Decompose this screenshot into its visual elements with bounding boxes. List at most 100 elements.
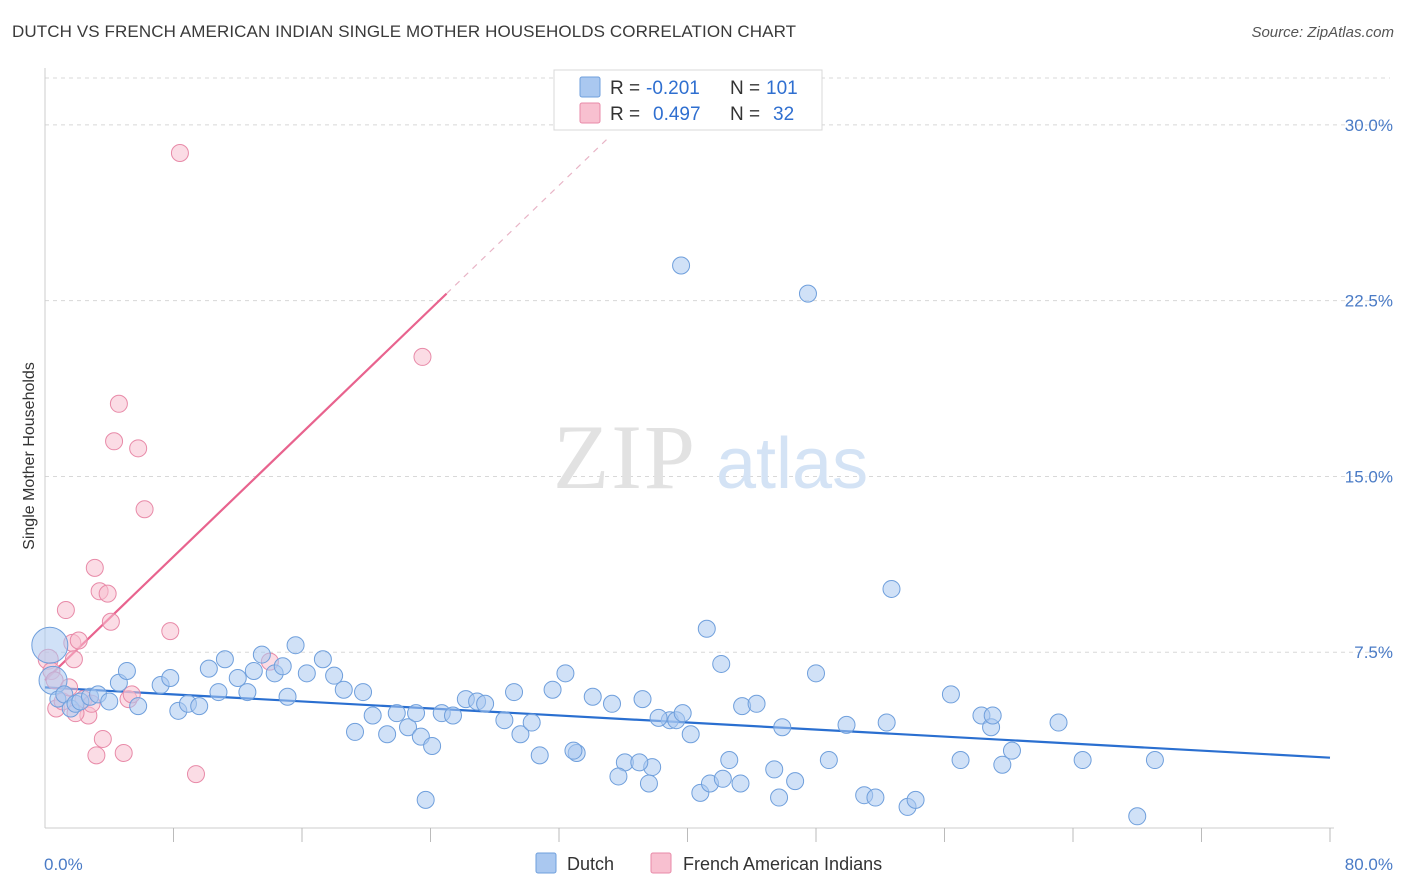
legend-n-value-french: 32 (773, 104, 794, 125)
dutch-point-50 (522, 713, 541, 732)
legend-n-label-french: N = (730, 104, 760, 125)
dutch-point-79 (747, 694, 766, 713)
dutch-point-75 (681, 725, 700, 744)
dutch-trend-line (44, 686, 1331, 759)
dutch-point-72 (649, 708, 668, 727)
dutch-point-67 (713, 769, 732, 788)
dutch-point-56 (583, 687, 602, 706)
y-tick-label-1: 15.0% (1345, 467, 1393, 486)
legend-bottom: Dutch French American Indians (535, 852, 882, 874)
dutch-point-12 (129, 697, 148, 716)
legend-swatch-dutch (579, 76, 601, 98)
french-point-18 (101, 612, 120, 631)
dutch-point-96 (993, 755, 1012, 774)
dutch-point-29 (297, 664, 316, 683)
french-point-30 (413, 347, 432, 366)
dutch-point-74 (672, 256, 691, 275)
watermark: ZIP atlas (553, 406, 868, 508)
dutch-point-31 (325, 666, 344, 685)
dutch-point-27 (278, 687, 297, 706)
dutch-point-103 (882, 579, 901, 598)
dutch-point-68 (720, 751, 739, 770)
dutch-point-26 (273, 657, 292, 676)
dutch-point-57 (603, 694, 622, 713)
dutch-point-14 (161, 669, 180, 687)
legend-r-label-french: R = (610, 104, 640, 125)
legend-n-value-dutch: 101 (766, 78, 798, 99)
dutch-point-42 (443, 706, 462, 725)
dutch-point-92 (941, 685, 960, 704)
dutch-point-51 (530, 746, 549, 765)
french-point-27 (170, 144, 189, 162)
french-point-16 (93, 729, 112, 748)
dutch-point-37 (387, 704, 406, 723)
dutch-point-30 (313, 650, 332, 669)
dutch-point-85 (837, 715, 856, 734)
dutch-point-55 (564, 741, 583, 760)
dutch-point-73 (639, 774, 658, 793)
french-point-25 (135, 500, 154, 519)
legend-bottom-label-french: French American Indians (683, 854, 882, 874)
french-point-20 (109, 394, 128, 413)
dutch-point-80 (765, 760, 784, 779)
dutch-point-70 (416, 790, 435, 809)
dutch-point-104 (770, 788, 789, 807)
dutch-point-9 (100, 692, 119, 711)
x-tick-label-min: 0.0% (44, 855, 83, 874)
dutch-point-64 (673, 704, 692, 723)
dutch-point-84 (819, 751, 838, 770)
french-point-21 (114, 744, 133, 762)
dutch-point-40 (423, 736, 442, 755)
dutch-point-49 (511, 725, 530, 744)
legend-bottom-swatch-french (650, 852, 672, 874)
french-point-8 (64, 650, 83, 669)
french-point-19 (105, 432, 124, 451)
french-point-9 (69, 631, 88, 650)
watermark-zip: ZIP (553, 406, 697, 508)
dutch-points (31, 256, 1164, 826)
dutch-point-97 (1002, 741, 1021, 760)
y-axis-label: Single Mother Households (21, 362, 38, 550)
dutch-point-38 (399, 718, 418, 737)
dutch-point-77 (712, 654, 731, 673)
dutch-point-52 (543, 680, 562, 699)
grid-lines (45, 77, 1390, 653)
dutch-point-36 (378, 725, 397, 744)
dutch-point-60 (633, 690, 652, 709)
dutch-point-98 (1049, 713, 1068, 732)
dutch-point-32 (334, 680, 353, 699)
y-tick-label-3: 30.0% (1345, 116, 1393, 135)
dutch-point-17 (190, 697, 209, 716)
dutch-point-24 (252, 645, 271, 664)
french-point-26 (161, 622, 180, 641)
dutch-point-91 (906, 790, 925, 809)
dutch-point-59 (609, 767, 628, 786)
dutch-point-53 (556, 664, 575, 683)
dutch-point-102 (983, 706, 1002, 725)
dutch-point-71 (630, 753, 649, 772)
legend-r-label-dutch: R = (610, 78, 640, 99)
dutch-point-99 (1073, 751, 1092, 770)
french-point-5 (56, 601, 75, 620)
y-tick-label-2: 22.5% (1345, 292, 1393, 311)
legend-r-value-french: 0.497 (653, 104, 701, 125)
dutch-point-89 (877, 713, 896, 732)
french-point-13 (85, 558, 104, 577)
french-point-17 (98, 584, 117, 603)
legend-bottom-label-dutch: Dutch (567, 854, 614, 874)
dutch-point-47 (495, 711, 514, 730)
dutch-point-45 (476, 694, 495, 713)
dutch-point-101 (1128, 807, 1147, 826)
dutch-point-11 (117, 661, 136, 680)
french-point-28 (186, 765, 205, 784)
legend-bottom-swatch-dutch (535, 852, 557, 874)
dutch-point-46 (407, 704, 426, 723)
french-point-14 (87, 746, 106, 765)
dutch-point-33 (346, 722, 365, 741)
source-label: Source: ZipAtlas.com (1251, 24, 1394, 41)
dutch-point-100 (1145, 751, 1164, 770)
x-tick-label-max: 80.0% (1345, 855, 1393, 874)
dutch-point-28 (286, 636, 305, 655)
legend-n-label-dutch: N = (730, 78, 760, 99)
y-tick-labels: 7.5% 15.0% 22.5% 30.0% (1345, 116, 1393, 662)
